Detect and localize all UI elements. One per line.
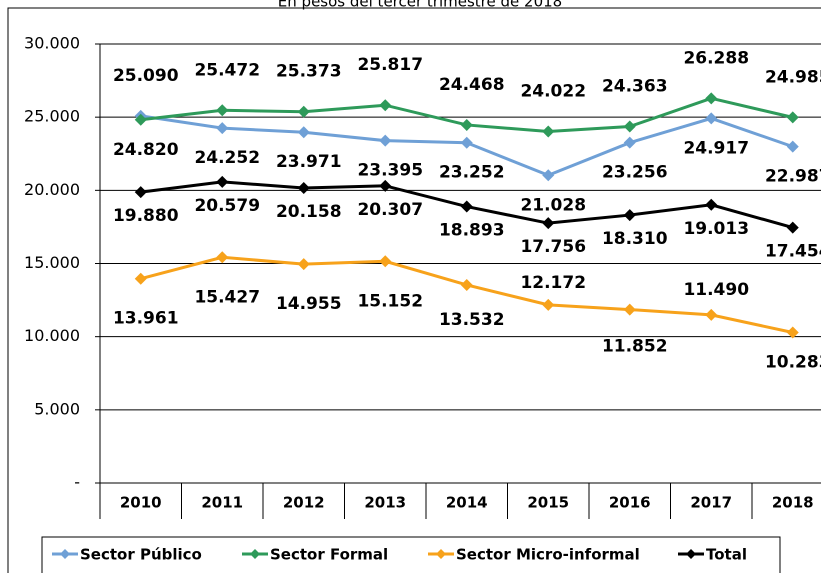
x-tick-label: 2018 bbox=[772, 494, 814, 512]
data-label: 20.579 bbox=[194, 196, 260, 216]
legend-label: Sector Formal bbox=[270, 546, 388, 564]
point-marker bbox=[705, 112, 718, 125]
point-marker bbox=[542, 169, 555, 182]
point-marker bbox=[623, 303, 636, 316]
data-label: 14.955 bbox=[276, 294, 342, 314]
point-marker bbox=[705, 308, 718, 321]
data-label: 25.817 bbox=[357, 55, 423, 75]
data-label: 15.152 bbox=[357, 291, 423, 311]
data-label: 24.917 bbox=[683, 138, 749, 158]
point-marker bbox=[134, 186, 147, 199]
x-tick-label: 2011 bbox=[201, 494, 243, 512]
legend-label: Sector Público bbox=[80, 546, 202, 564]
data-label: 19.013 bbox=[683, 219, 749, 239]
point-marker bbox=[542, 217, 555, 230]
point-marker bbox=[379, 134, 392, 147]
point-marker bbox=[623, 136, 636, 149]
point-marker bbox=[542, 298, 555, 311]
point-marker bbox=[460, 118, 473, 131]
data-label: 19.880 bbox=[113, 206, 179, 226]
data-label: 11.852 bbox=[602, 337, 668, 357]
point-marker bbox=[786, 111, 799, 124]
legend-label: Sector Micro-informal bbox=[456, 546, 640, 564]
data-label: 23.395 bbox=[357, 161, 423, 181]
y-tick-label: 30.000 bbox=[24, 34, 80, 53]
point-marker bbox=[216, 251, 229, 264]
data-label: 17.454 bbox=[765, 242, 821, 262]
point-marker bbox=[297, 126, 310, 139]
legend-marker bbox=[686, 549, 696, 559]
data-label: 23.971 bbox=[276, 152, 342, 172]
point-marker bbox=[460, 278, 473, 291]
point-marker bbox=[297, 258, 310, 271]
data-label: 26.288 bbox=[683, 48, 749, 68]
data-label: 13.961 bbox=[113, 309, 179, 329]
point-marker bbox=[216, 175, 229, 188]
data-label: 24.363 bbox=[602, 76, 668, 96]
data-label: 25.373 bbox=[276, 62, 342, 82]
data-label: 24.820 bbox=[113, 140, 179, 160]
point-marker bbox=[460, 136, 473, 149]
point-marker bbox=[705, 198, 718, 211]
x-tick-label: 2013 bbox=[364, 494, 406, 512]
y-tick-label: - bbox=[74, 473, 80, 492]
x-tick-label: 2012 bbox=[283, 494, 325, 512]
x-tick-label: 2017 bbox=[690, 494, 732, 512]
point-marker bbox=[460, 200, 473, 213]
data-label: 23.256 bbox=[602, 163, 668, 183]
point-marker bbox=[297, 105, 310, 118]
data-label: 20.158 bbox=[276, 202, 342, 222]
point-marker bbox=[134, 113, 147, 126]
point-marker bbox=[786, 326, 799, 339]
data-label: 15.427 bbox=[194, 287, 260, 307]
legend-marker bbox=[436, 549, 446, 559]
point-marker bbox=[297, 182, 310, 195]
data-label: 18.893 bbox=[439, 221, 505, 241]
data-label: 24.468 bbox=[439, 75, 505, 95]
data-label: 13.532 bbox=[439, 310, 505, 330]
x-tick-label: 2010 bbox=[120, 494, 162, 512]
point-marker bbox=[216, 122, 229, 135]
x-tick-label: 2016 bbox=[609, 494, 651, 512]
point-marker bbox=[379, 255, 392, 268]
legend-marker bbox=[60, 549, 70, 559]
x-tick-label: 2015 bbox=[527, 494, 569, 512]
chart-frame bbox=[7, 7, 821, 573]
data-label: 17.756 bbox=[520, 237, 586, 257]
y-tick-label: 10.000 bbox=[24, 326, 80, 345]
data-label: 10.283 bbox=[765, 353, 821, 373]
data-label: 18.310 bbox=[602, 229, 668, 249]
data-label: 21.028 bbox=[520, 195, 586, 215]
data-label: 11.490 bbox=[683, 280, 749, 300]
y-tick-label: 15.000 bbox=[24, 253, 80, 272]
data-label: 24.985 bbox=[765, 67, 821, 87]
legend-box bbox=[41, 536, 781, 573]
point-marker bbox=[379, 179, 392, 192]
point-marker bbox=[705, 92, 718, 105]
point-marker bbox=[216, 104, 229, 117]
point-marker bbox=[134, 272, 147, 285]
point-marker bbox=[542, 125, 555, 138]
point-marker bbox=[623, 209, 636, 222]
data-label: 23.252 bbox=[439, 163, 505, 183]
point-marker bbox=[786, 221, 799, 234]
point-marker bbox=[379, 99, 392, 112]
y-tick-label: 25.000 bbox=[24, 107, 80, 126]
chart-subtitle: En pesos del tercer trimestre de 2018 bbox=[278, 0, 562, 11]
legend-marker bbox=[250, 549, 260, 559]
legend-label: Total bbox=[706, 546, 747, 564]
data-label: 24.252 bbox=[194, 148, 260, 168]
data-label: 22.987 bbox=[765, 167, 821, 187]
y-tick-label: 5.000 bbox=[34, 399, 80, 418]
data-label: 25.090 bbox=[113, 66, 179, 86]
data-label: 20.307 bbox=[357, 200, 423, 220]
data-label: 12.172 bbox=[520, 273, 586, 293]
x-tick-label: 2014 bbox=[446, 494, 488, 512]
point-marker bbox=[623, 120, 636, 133]
data-label: 24.022 bbox=[520, 81, 586, 101]
point-marker bbox=[786, 140, 799, 153]
data-label: 25.472 bbox=[194, 60, 260, 80]
y-tick-label: 20.000 bbox=[24, 180, 80, 199]
